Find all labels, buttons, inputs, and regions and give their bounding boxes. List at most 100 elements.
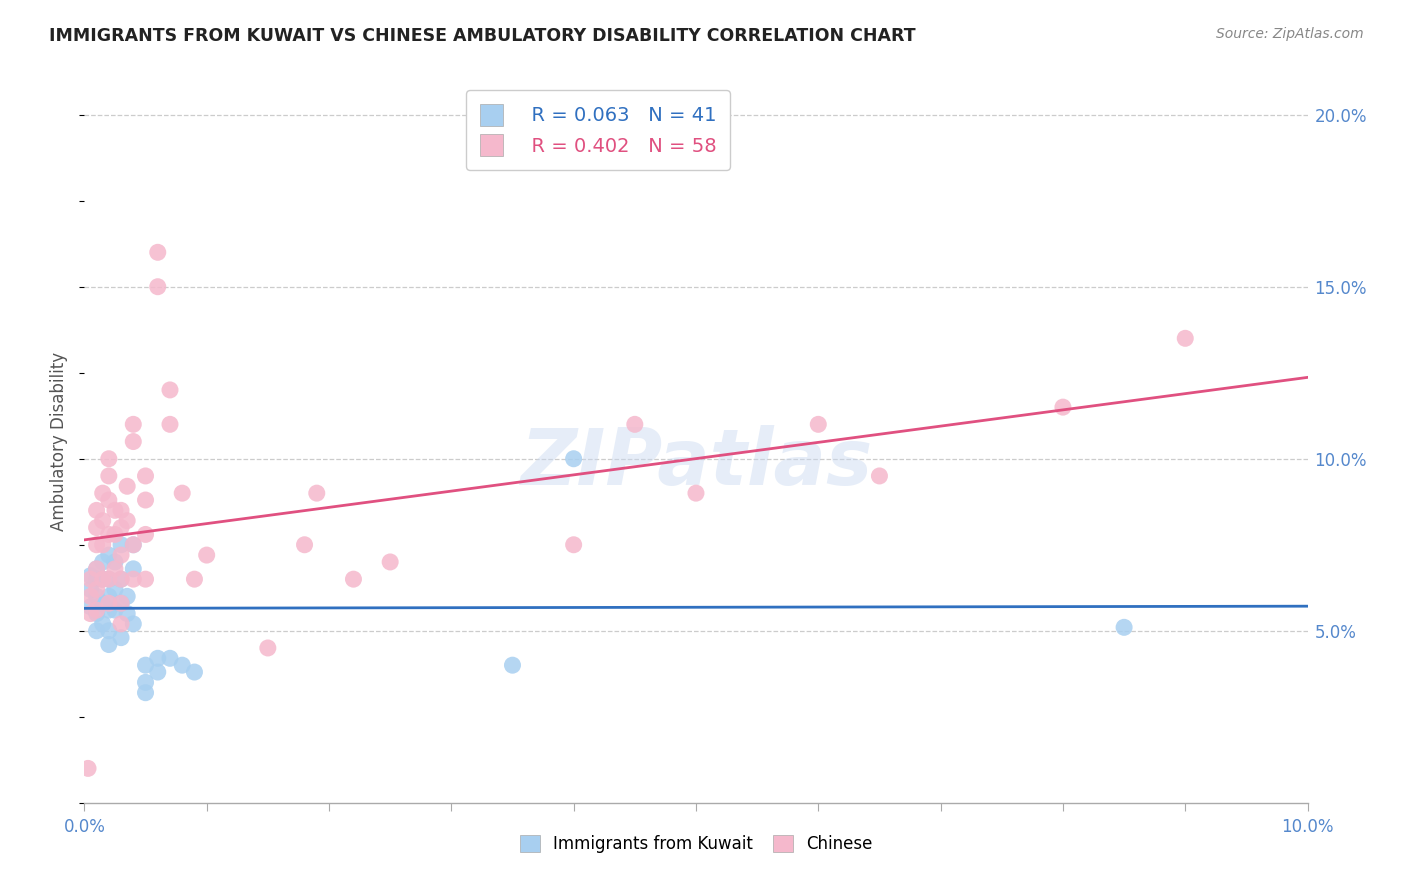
Point <box>624 417 647 432</box>
Point <box>97 638 120 652</box>
Point <box>77 761 100 775</box>
Point <box>79 599 101 614</box>
Point <box>91 572 114 586</box>
Point <box>110 596 132 610</box>
Point <box>257 640 280 655</box>
Point <box>135 686 157 700</box>
Point <box>86 590 108 604</box>
Point <box>97 572 120 586</box>
Point <box>97 548 120 562</box>
Point <box>79 582 101 597</box>
Point <box>97 596 120 610</box>
Point <box>110 572 132 586</box>
Point <box>122 538 145 552</box>
Point <box>97 572 120 586</box>
Point <box>1052 400 1074 414</box>
Point <box>110 548 132 562</box>
Point <box>91 572 114 586</box>
Point <box>86 562 108 576</box>
Text: ZIPatlas: ZIPatlas <box>520 425 872 501</box>
Point <box>135 572 157 586</box>
Point <box>104 603 127 617</box>
Point <box>104 562 127 576</box>
Point <box>86 520 108 534</box>
Point <box>86 562 108 576</box>
Point <box>86 538 108 552</box>
Point <box>305 486 328 500</box>
Point <box>110 572 132 586</box>
Point <box>91 486 114 500</box>
Point <box>91 514 114 528</box>
Point <box>97 590 120 604</box>
Point <box>97 527 120 541</box>
Point <box>562 538 585 552</box>
Point <box>159 651 181 665</box>
Point <box>115 479 138 493</box>
Point <box>86 624 108 638</box>
Point <box>86 582 108 597</box>
Point <box>1174 331 1197 345</box>
Point <box>115 590 138 604</box>
Point <box>294 538 316 552</box>
Point <box>91 538 114 552</box>
Point <box>1114 620 1136 634</box>
Point <box>135 493 157 508</box>
Point <box>86 607 108 621</box>
Point <box>122 616 145 631</box>
Text: Source: ZipAtlas.com: Source: ZipAtlas.com <box>1216 27 1364 41</box>
Point <box>159 417 181 432</box>
Point <box>79 568 101 582</box>
Point <box>115 607 138 621</box>
Point <box>97 603 120 617</box>
Point <box>146 279 169 293</box>
Point <box>135 469 157 483</box>
Point <box>110 520 132 534</box>
Point <box>110 538 132 552</box>
Point <box>146 245 169 260</box>
Point <box>110 616 132 631</box>
Legend: Immigrants from Kuwait, Chinese: Immigrants from Kuwait, Chinese <box>513 828 879 860</box>
Point <box>122 434 145 449</box>
Point <box>97 451 120 466</box>
Point <box>502 658 524 673</box>
Point <box>122 538 145 552</box>
Point <box>685 486 707 500</box>
Point <box>110 503 132 517</box>
Point <box>135 658 157 673</box>
Point <box>79 607 101 621</box>
Point <box>86 572 108 586</box>
Point <box>807 417 830 432</box>
Point <box>86 603 108 617</box>
Point <box>122 417 145 432</box>
Point <box>79 590 101 604</box>
Point <box>91 616 114 631</box>
Point <box>146 665 169 679</box>
Point <box>91 596 114 610</box>
Point <box>104 527 127 541</box>
Point <box>195 548 218 562</box>
Point <box>97 624 120 638</box>
Point <box>110 631 132 645</box>
Point <box>869 469 891 483</box>
Point <box>97 493 120 508</box>
Point <box>97 469 120 483</box>
Point <box>86 503 108 517</box>
Text: IMMIGRANTS FROM KUWAIT VS CHINESE AMBULATORY DISABILITY CORRELATION CHART: IMMIGRANTS FROM KUWAIT VS CHINESE AMBULA… <box>49 27 915 45</box>
Point <box>380 555 402 569</box>
Point <box>146 651 169 665</box>
Point <box>183 572 205 586</box>
Point <box>183 665 205 679</box>
Point <box>122 572 145 586</box>
Point <box>115 514 138 528</box>
Point <box>91 555 114 569</box>
Point <box>172 486 194 500</box>
Point <box>122 562 145 576</box>
Point <box>135 675 157 690</box>
Point <box>342 572 364 586</box>
Y-axis label: Ambulatory Disability: Ambulatory Disability <box>51 352 69 531</box>
Point <box>562 451 585 466</box>
Point <box>135 527 157 541</box>
Point <box>110 596 132 610</box>
Point <box>104 582 127 597</box>
Point <box>159 383 181 397</box>
